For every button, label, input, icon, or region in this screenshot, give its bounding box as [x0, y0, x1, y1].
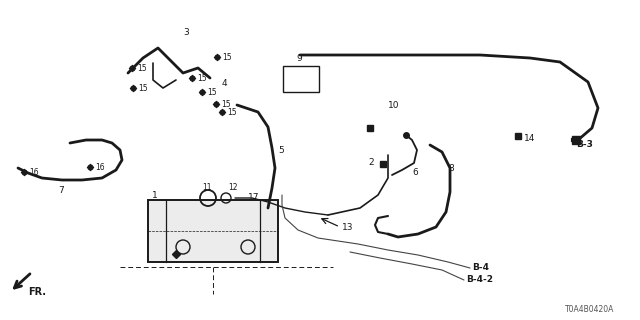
Bar — [148, 200, 278, 262]
Text: 15: 15 — [207, 87, 216, 97]
Text: 9: 9 — [296, 53, 301, 62]
Text: 15: 15 — [227, 108, 237, 116]
Text: 10: 10 — [388, 100, 399, 109]
Bar — [283, 66, 319, 92]
Text: 15: 15 — [221, 100, 230, 108]
Text: 15: 15 — [138, 84, 148, 92]
Text: T0A4B0420A: T0A4B0420A — [565, 306, 614, 315]
Text: 7: 7 — [58, 186, 64, 195]
Text: 16: 16 — [95, 163, 104, 172]
Text: 11: 11 — [202, 182, 211, 191]
Text: 14: 14 — [524, 133, 536, 142]
Text: 17: 17 — [248, 193, 259, 202]
Text: 13: 13 — [342, 222, 353, 231]
Text: 15: 15 — [137, 63, 147, 73]
Text: FR.: FR. — [28, 287, 46, 297]
Text: 6: 6 — [412, 167, 418, 177]
Text: 15: 15 — [222, 52, 232, 61]
Text: 15: 15 — [197, 74, 207, 83]
Text: 16: 16 — [29, 167, 38, 177]
Text: 3: 3 — [183, 28, 189, 36]
Text: B-4: B-4 — [472, 263, 489, 273]
Text: 12: 12 — [228, 182, 237, 191]
Text: 5: 5 — [278, 146, 284, 155]
Text: 1: 1 — [152, 190, 157, 199]
Text: B-4-2: B-4-2 — [466, 276, 493, 284]
Text: 4: 4 — [222, 78, 228, 87]
Text: 2: 2 — [368, 157, 374, 166]
Text: 8: 8 — [448, 164, 454, 172]
Text: B-3: B-3 — [576, 140, 593, 148]
